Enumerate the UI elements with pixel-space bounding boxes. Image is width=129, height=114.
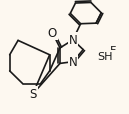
Text: S: S	[29, 88, 37, 101]
Text: N: N	[68, 56, 77, 69]
Text: F: F	[110, 45, 117, 55]
Text: SH: SH	[97, 52, 113, 61]
Text: O: O	[48, 27, 57, 40]
Text: N: N	[68, 34, 77, 47]
